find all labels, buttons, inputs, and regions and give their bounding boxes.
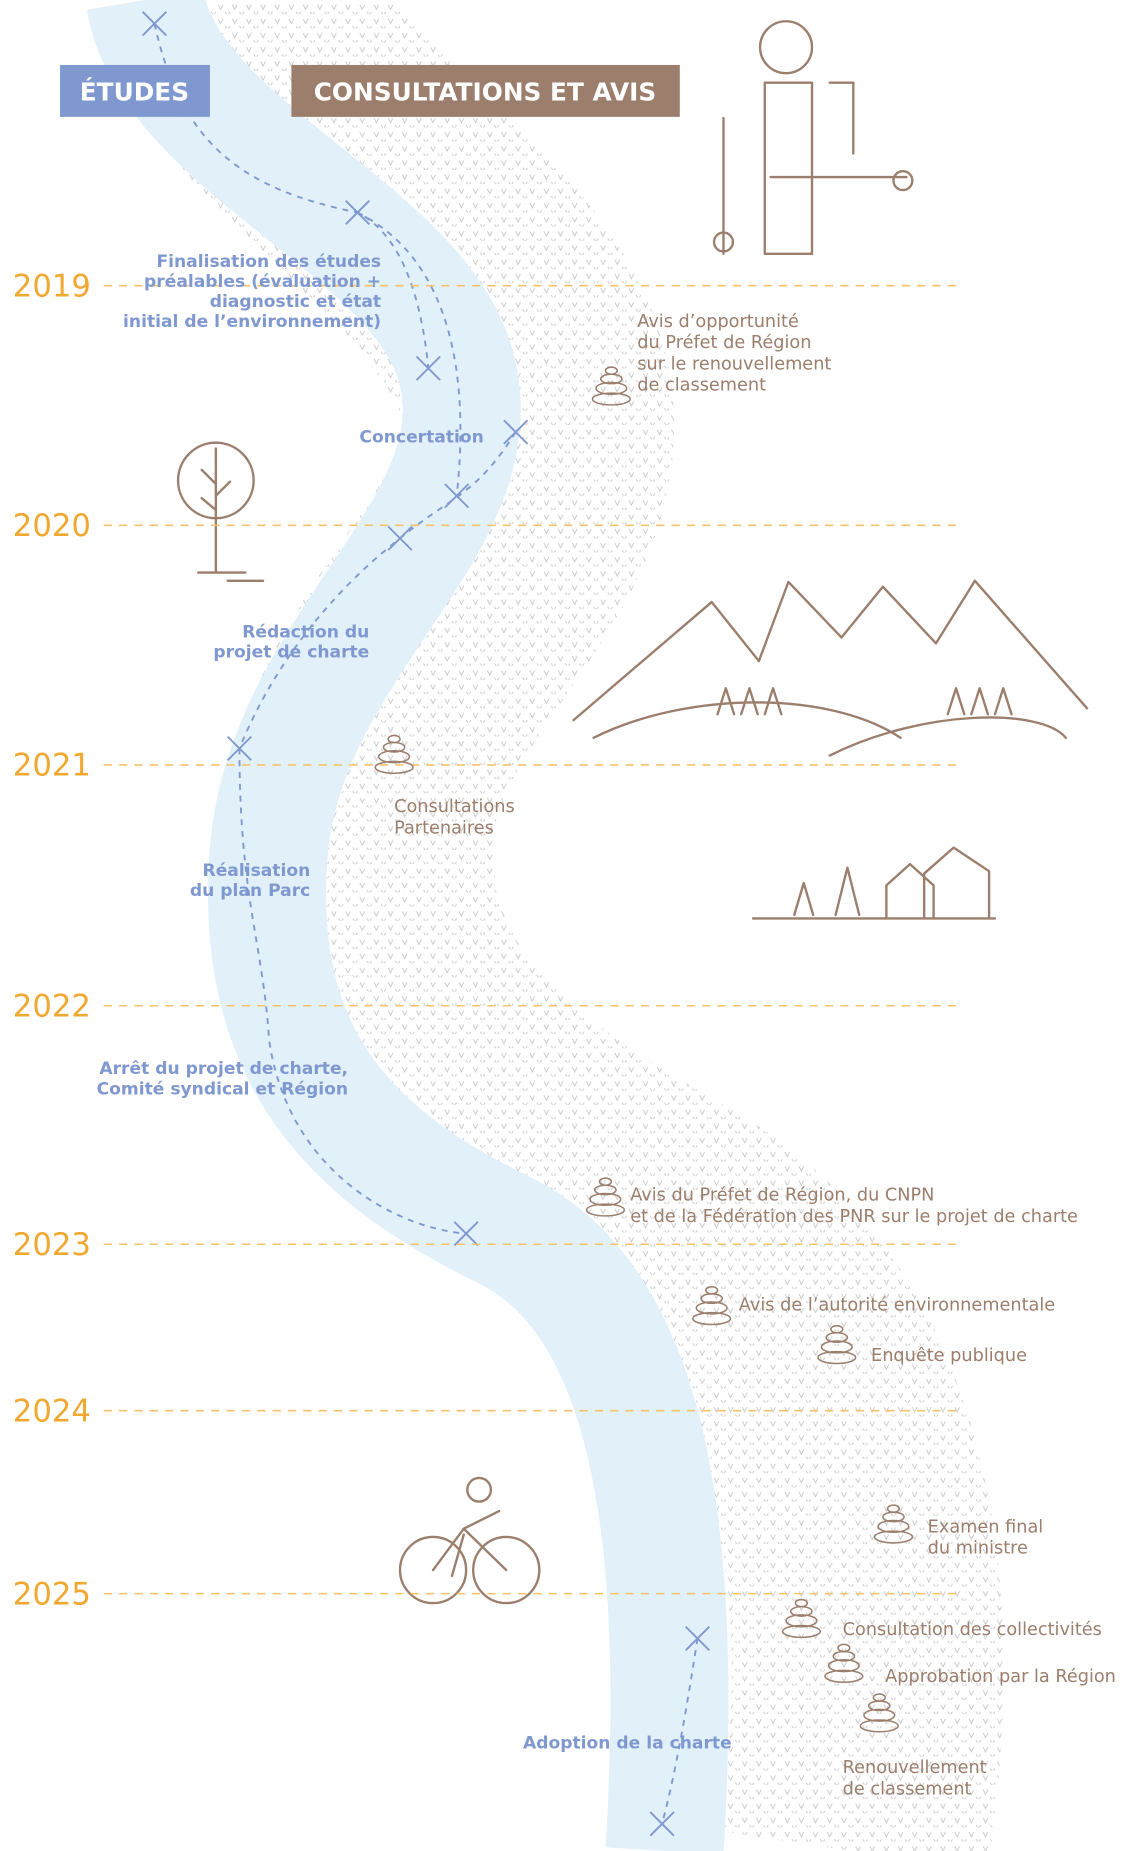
year-label: 2022 [13, 989, 91, 1024]
study-label: initial de l’environnement) [123, 312, 381, 332]
consultation-label: sur le renouvellement [637, 354, 831, 374]
year-label: 2019 [13, 269, 91, 304]
consultation-label: Avis d’opportunité [637, 312, 799, 332]
year-label: 2025 [13, 1577, 91, 1612]
consult-header: CONSULTATIONS ET AVIS [314, 77, 656, 106]
consultation-label: et de la Fédération des PNR sur le proje… [630, 1207, 1078, 1227]
year-label: 2023 [13, 1228, 91, 1263]
study-label: Finalisation des études [156, 252, 381, 272]
study-label: du plan Parc [190, 881, 310, 901]
study-label: Arrêt du projet de charte, [99, 1059, 348, 1079]
consultation-label: Consultations [394, 797, 515, 817]
year-label: 2021 [13, 749, 91, 784]
page: {"headers": {"studies": "ÉTUDES", "consu… [0, 0, 1140, 1851]
study-label: Concertation [359, 428, 483, 448]
study-label: Rédaction du [242, 622, 369, 642]
studies-header: ÉTUDES [80, 77, 189, 106]
consultation-label: Avis du Préfet de Région, du CNPN [630, 1186, 934, 1206]
consultation-label: de classement [843, 1779, 972, 1799]
consultation-label: du ministre [928, 1539, 1028, 1559]
year-label: 2020 [13, 509, 91, 544]
study-label: projet de charte [213, 643, 369, 663]
timeline: ÉTUDES CONSULTATIONS ET AVIS 2019 2020 202… [0, 0, 1140, 1851]
consultation-label: Avis de l’autorité environnementale [739, 1295, 1055, 1315]
study-label: préalables (évaluation + [144, 272, 381, 292]
consultation-label: Enquête publique [871, 1346, 1027, 1366]
consultation-label: de classement [637, 376, 766, 396]
consultation-label: Approbation par la Région [885, 1667, 1116, 1687]
consultation-label: Examen final [928, 1517, 1044, 1537]
consultation-label: Partenaires [394, 818, 494, 838]
study-label: Comité syndical et Région [97, 1079, 348, 1099]
study-label: Adoption de la charte [523, 1733, 732, 1753]
consultation-label: Renouvellement [843, 1758, 987, 1778]
year-label: 2024 [13, 1394, 91, 1429]
consultation-label: Consultation des collectivités [843, 1620, 1102, 1640]
study-label: diagnostic et état [210, 292, 381, 312]
study-label: Réalisation [203, 861, 311, 881]
consultation-label: du Préfet de Région [637, 333, 811, 353]
